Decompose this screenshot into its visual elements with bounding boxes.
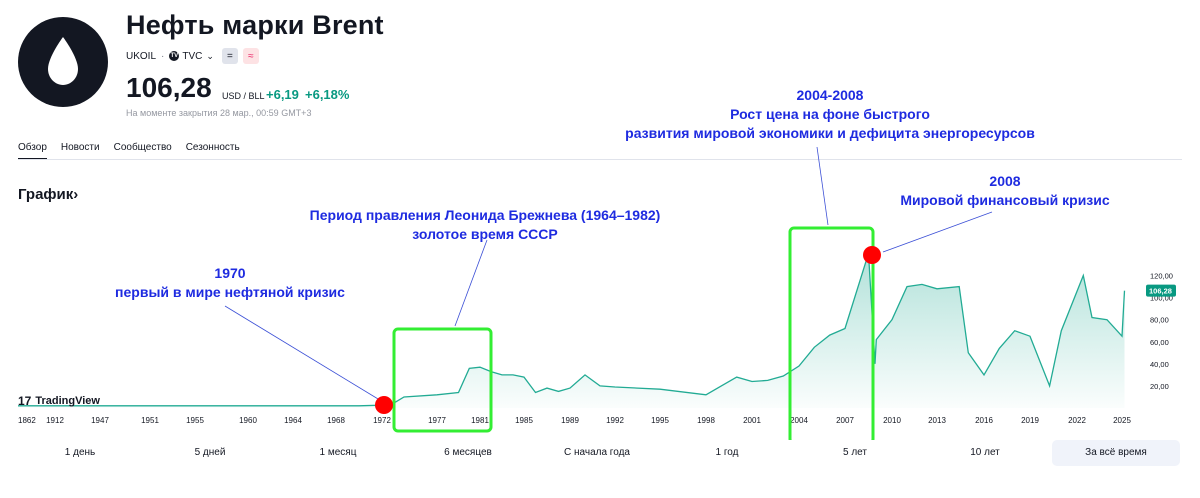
tabs-divider [18, 159, 1182, 160]
tab-news[interactable]: Новости [60, 142, 100, 153]
current-price: 106,28 [126, 72, 212, 103]
annotation-boom: 2004-2008 Рост цена на фоне быстрого раз… [600, 86, 1060, 143]
annotation-crisis-year: 2008 [989, 173, 1021, 189]
tradingview-watermark: 17 TradingView [18, 394, 100, 408]
range-1m[interactable]: 1 месяц [319, 447, 357, 458]
current-price-badge-label: 106,28 [1149, 287, 1172, 296]
tab-seasonality[interactable]: Сезонность [185, 142, 240, 153]
x-tick-label: 1912 [46, 416, 64, 425]
connector-crisis [882, 211, 993, 253]
x-tick-label: 1998 [697, 416, 715, 425]
x-tick-label: 1955 [186, 416, 204, 425]
x-tick-label: 1989 [561, 416, 579, 425]
marker-2008 [863, 246, 881, 264]
price-change: +6,19 [266, 87, 299, 102]
x-tick-label: 1995 [651, 416, 669, 425]
brezhnev-highlight-box [392, 327, 493, 433]
separator-dot: · [161, 50, 165, 62]
y-tick-label: 60,00 [1150, 338, 1169, 347]
range-10y[interactable]: 10 лет [970, 447, 1000, 458]
y-tick-label: 40,00 [1150, 360, 1169, 369]
x-tick-label: 1972 [373, 416, 391, 425]
x-tick-label: 2001 [743, 416, 761, 425]
y-tick-label: 80,00 [1150, 316, 1169, 325]
annotation-boom-text2: развития мировой экономики и дефицита эн… [625, 125, 1035, 141]
range-ytd[interactable]: С начала года [564, 447, 630, 458]
annotation-boom-text1: Рост цена на фоне быстрого [730, 106, 930, 122]
price-chart[interactable]: 1862 1912 1947 1951 1955 1960 1964 1968 1972 1977… [0, 0, 1200, 440]
chart-title-text: График [18, 186, 74, 203]
y-tick-label: 120,00 [1150, 272, 1173, 281]
boom-highlight-box [788, 226, 875, 440]
price-change-percent: +6,18% [305, 87, 350, 102]
connector-1970 [224, 305, 384, 403]
annotation-boom-years: 2004-2008 [796, 87, 864, 103]
x-tick-label: 2022 [1068, 416, 1086, 425]
range-selector: 1 день 5 дней 1 месяц 6 месяцев С начала… [0, 440, 1200, 468]
x-tick-label: 1964 [284, 416, 302, 425]
x-tick-label: 1951 [141, 416, 159, 425]
current-price-badge [1146, 284, 1176, 297]
tradingview-label: TradingView [35, 395, 100, 407]
annotation-brezhnev: Период правления Леонида Брежнева (1964–… [280, 206, 690, 244]
x-tick-label: 2013 [928, 416, 946, 425]
x-tick-label: 1947 [91, 416, 109, 425]
close-note: На моменте закрытия 28 мар., 00:59 GMT+3 [126, 108, 312, 118]
annotation-1970-text: первый в мире нефтяной кризис [115, 284, 345, 300]
drop-icon [48, 37, 78, 85]
chevron-right-icon: › [73, 186, 79, 203]
x-tick-label: 2019 [1021, 416, 1039, 425]
x-tick-label: 2025 [1113, 416, 1131, 425]
x-tick-label: 1992 [606, 416, 624, 425]
range-1d[interactable]: 1 день [64, 447, 96, 458]
range-6m[interactable]: 6 месяцев [444, 447, 492, 458]
range-1y[interactable]: 1 год [715, 447, 739, 458]
price-unit: USD / BLL [222, 91, 265, 101]
ticker-label: UKOIL [126, 50, 157, 62]
annotation-1970: 1970 первый в мире нефтяной кризис [90, 264, 370, 302]
source-selector[interactable]: TV TVC ⌄ [169, 51, 214, 62]
approx-button[interactable]: ≈ [242, 48, 259, 64]
y-tick-label: 20,00 [1150, 382, 1169, 391]
tab-community[interactable]: Сообщество [113, 142, 172, 153]
x-tick-label: 1985 [515, 416, 533, 425]
connector-boom [816, 146, 829, 226]
x-tick-label: 1960 [239, 416, 257, 425]
chart-title-link[interactable]: График› [18, 186, 78, 203]
source-label: TVC [182, 50, 203, 62]
annotation-crisis: 2008 Мировой финансовый кризис [880, 172, 1130, 210]
x-tick-label: 1968 [327, 416, 345, 425]
connector-brezhnev [454, 239, 488, 327]
annotation-brezhnev-title: Период правления Леонида Брежнева (1964–… [309, 207, 661, 223]
tvc-icon: TV [169, 51, 180, 61]
x-tick-label: 1981 [471, 416, 489, 425]
annotation-brezhnev-text: золотое время СССР [412, 226, 558, 242]
x-tick-label: 2004 [790, 416, 808, 425]
range-5d[interactable]: 5 дней [194, 447, 226, 458]
annotation-1970-year: 1970 [214, 265, 246, 281]
range-all[interactable]: За всё время [1052, 440, 1180, 466]
range-5y[interactable]: 5 лет [843, 447, 867, 458]
page-title: Нефть марки Brent [126, 10, 384, 40]
symbol-meta: UKOIL · TV TVC ⌄ = ≈ [126, 48, 259, 64]
annotation-crisis-text: Мировой финансовый кризис [900, 192, 1110, 208]
tradingview-logo-icon: 17 [18, 394, 32, 408]
x-tick-label: 2007 [836, 416, 854, 425]
x-tick-label: 1862 [18, 416, 36, 425]
marker-1970 [375, 396, 393, 414]
x-tick-label: 2010 [883, 416, 901, 425]
x-tick-label: 1977 [428, 416, 446, 425]
y-tick-label: 100,00 [1150, 294, 1173, 303]
equals-button[interactable]: = [221, 48, 238, 64]
brent-logo [18, 17, 108, 107]
chevron-down-icon: ⌄ [206, 50, 214, 61]
x-tick-label: 2016 [975, 416, 993, 425]
series-area [18, 253, 1125, 408]
